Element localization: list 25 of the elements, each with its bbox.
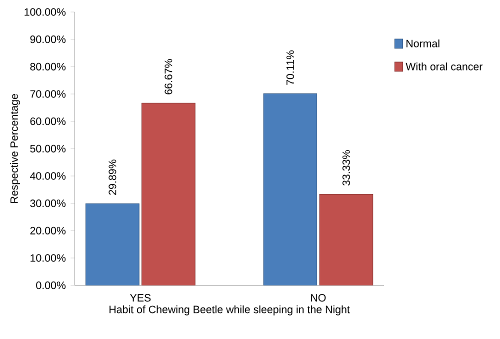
y-tick-label: 50.00% <box>30 145 66 153</box>
y-axis-title: Respective Percentage <box>10 94 20 204</box>
y-tick-label: 40.00% <box>30 172 66 180</box>
y-tick-label: 90.00% <box>30 36 66 44</box>
legend-label: With oral cancer <box>406 62 483 71</box>
data-label: 29.89% <box>108 160 116 195</box>
y-tick-label: 60.00% <box>30 118 66 126</box>
x-tick-label: YES <box>130 294 151 302</box>
y-tick-label: 80.00% <box>30 63 66 71</box>
y-tick-label: 20.00% <box>30 227 66 235</box>
y-tick-label: 100.00% <box>24 8 66 16</box>
y-tick-label: 10.00% <box>30 254 66 262</box>
bar <box>319 194 374 286</box>
legend-label: Normal <box>406 40 440 48</box>
bar <box>263 94 318 286</box>
y-tick-label: 70.00% <box>30 90 66 98</box>
data-label: 66.67% <box>164 59 172 94</box>
bar <box>86 204 140 286</box>
bar <box>142 103 196 286</box>
x-tick-label: NO <box>311 294 326 302</box>
data-label: 33.33% <box>342 150 350 186</box>
y-tick-label: 0.00% <box>36 282 66 290</box>
x-axis-title: Habit of Chewing Beetle while sleeping in the Night <box>110 306 350 316</box>
y-tick-label: 30.00% <box>30 200 66 208</box>
data-label: 70.11% <box>286 50 294 86</box>
